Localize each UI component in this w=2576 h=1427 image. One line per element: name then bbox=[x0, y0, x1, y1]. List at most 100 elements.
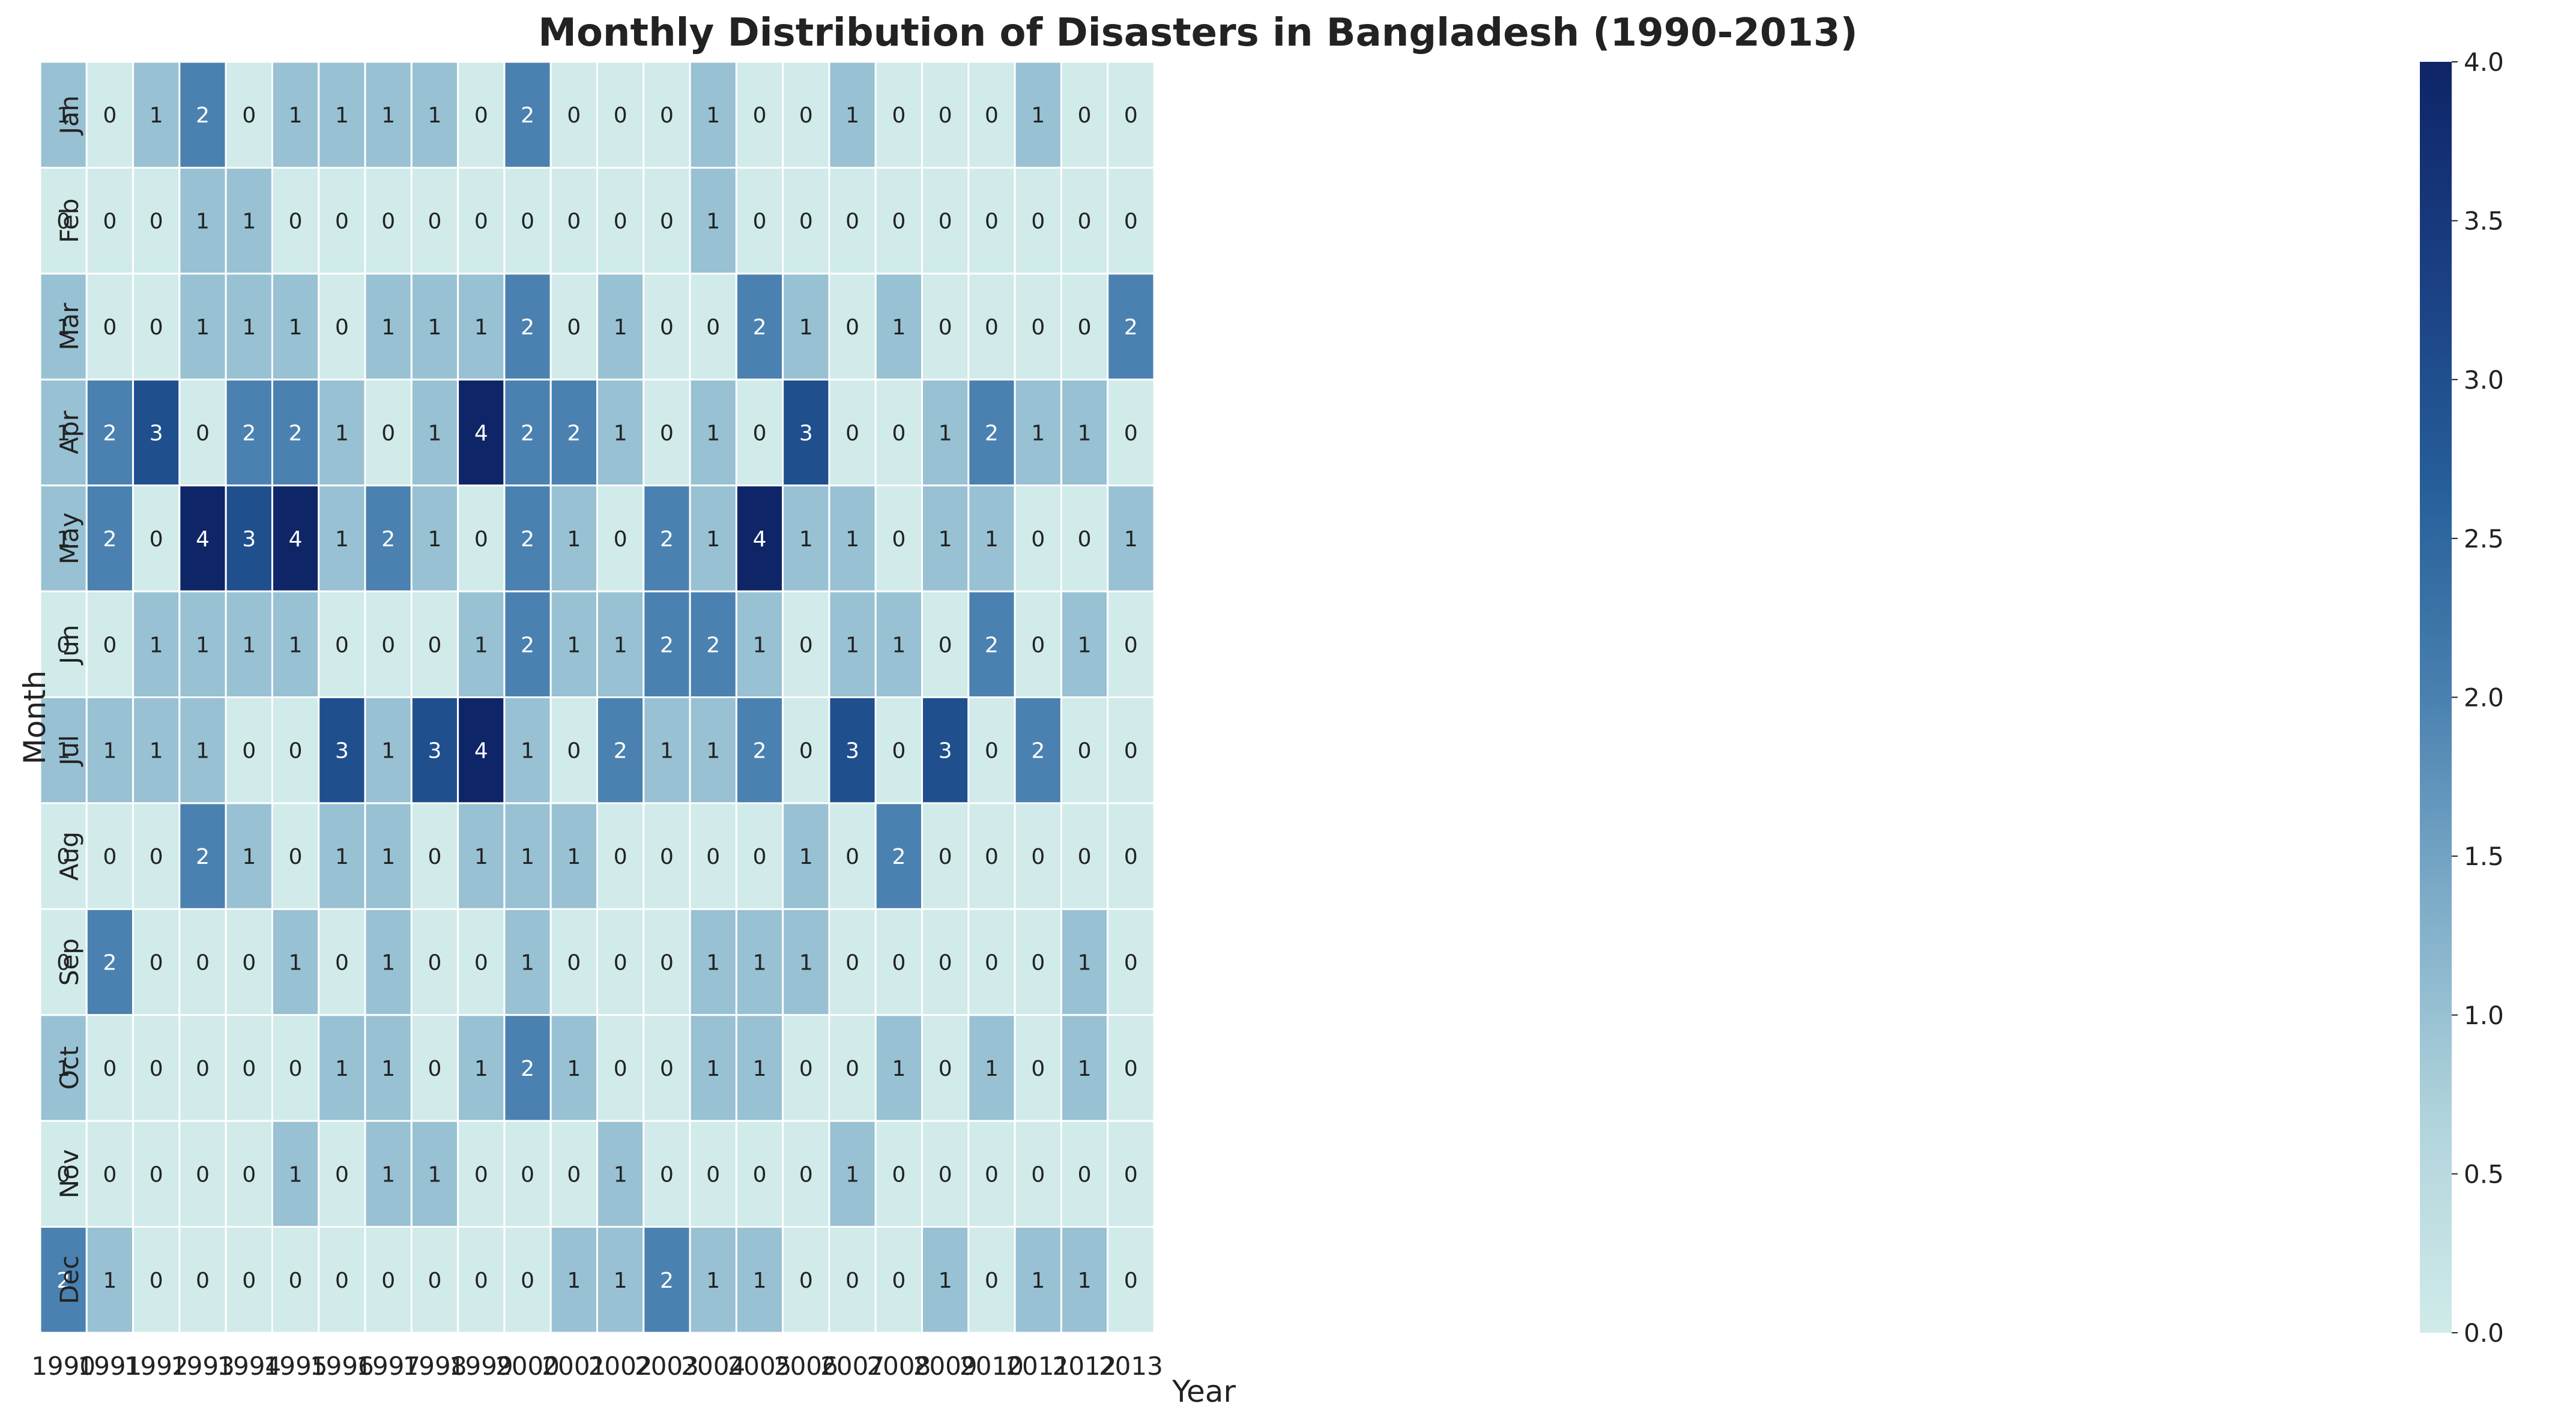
cell-value-label: 1 bbox=[56, 315, 70, 340]
heatmap-cell bbox=[318, 273, 366, 381]
x-tick-label: 2002 bbox=[588, 1351, 653, 1381]
cell-value-label: 0 bbox=[845, 315, 859, 340]
cell-value-label: 2 bbox=[1031, 739, 1045, 764]
heatmap-cell bbox=[85, 696, 135, 804]
colorbar-gradient bbox=[2420, 62, 2452, 1333]
cell-value-label: 0 bbox=[521, 1269, 534, 1293]
y-tick-label: Jun bbox=[55, 624, 84, 666]
heatmap-cell bbox=[457, 696, 506, 804]
cell-value-label: 0 bbox=[939, 1162, 952, 1187]
heatmap-cell bbox=[271, 166, 320, 275]
heatmap-cell bbox=[39, 1014, 88, 1122]
cell-value-label: 0 bbox=[567, 210, 581, 234]
heatmap-cell bbox=[132, 908, 181, 1016]
heatmap-cell bbox=[1060, 378, 1109, 487]
heatmap-cell bbox=[132, 378, 181, 487]
cell-value-label: 0 bbox=[196, 951, 210, 976]
cell-value-label: 0 bbox=[892, 951, 906, 976]
heatmap-cell bbox=[1060, 696, 1109, 804]
y-tick-label: Jul bbox=[55, 735, 84, 767]
heatmap-cell bbox=[642, 802, 691, 910]
heatmap-cell bbox=[1107, 1226, 1155, 1334]
cell-value-label: 0 bbox=[150, 527, 163, 552]
colorbar: 0.0 0.5 1.0 1.5 2.0 2.5 3.0 3.5 4.0 bbox=[2420, 47, 2504, 1348]
cell-value-label: 0 bbox=[892, 421, 906, 445]
cell-value-label: 0 bbox=[150, 210, 163, 234]
cell-value-label: 0 bbox=[56, 210, 70, 234]
heatmap-cell bbox=[132, 590, 181, 698]
heatmap-cell bbox=[689, 908, 737, 1016]
y-tick-label: Nov bbox=[55, 1149, 84, 1198]
cell-value-label: 0 bbox=[614, 210, 627, 234]
cell-value-label: 1 bbox=[381, 739, 395, 764]
cell-value-label: 0 bbox=[567, 315, 581, 340]
heatmap-cell bbox=[735, 273, 784, 381]
cell-value-label: 2 bbox=[660, 527, 674, 552]
heatmap-cell bbox=[410, 484, 459, 593]
cell-value-label: 4 bbox=[196, 527, 210, 552]
cell-value-label: 0 bbox=[103, 210, 116, 234]
cell-value-label: 1 bbox=[985, 1057, 999, 1081]
cell-value-label: 0 bbox=[660, 1162, 674, 1187]
cell-value-label: 0 bbox=[660, 315, 674, 340]
cell-value-label: 0 bbox=[335, 951, 349, 976]
heatmap-cell bbox=[364, 61, 413, 169]
colorbar-tick-label: 0.5 bbox=[2464, 1159, 2504, 1189]
cell-value-label: 0 bbox=[1031, 527, 1045, 552]
cell-value-label: 0 bbox=[335, 210, 349, 234]
cell-value-label: 0 bbox=[1124, 1162, 1138, 1187]
cell-value-label: 1 bbox=[56, 739, 70, 764]
cell-value-label: 0 bbox=[474, 951, 488, 976]
heatmap-cell bbox=[271, 590, 320, 698]
cell-value-label: 1 bbox=[242, 845, 256, 869]
x-axis-ticks: 1990199119921993199419951996199719981999… bbox=[31, 1351, 1163, 1381]
cell-value-label: 0 bbox=[474, 1269, 488, 1293]
cell-value-label: 1 bbox=[289, 633, 303, 657]
cell-value-label: 1 bbox=[614, 633, 627, 657]
heatmap-cell bbox=[457, 61, 506, 169]
cell-value-label: 0 bbox=[845, 421, 859, 445]
heatmap-cell bbox=[828, 61, 877, 169]
cell-value-label: 1 bbox=[335, 845, 349, 869]
cell-value-label: 1 bbox=[892, 633, 906, 657]
cell-value-label: 2 bbox=[892, 845, 906, 869]
cell-value-label: 1 bbox=[428, 421, 442, 445]
heatmap-cell bbox=[874, 378, 924, 487]
heatmap-cell bbox=[457, 908, 506, 1016]
heatmap-cell bbox=[735, 590, 784, 698]
heatmap-cell bbox=[642, 1120, 691, 1228]
heatmap-cell bbox=[642, 273, 691, 381]
cell-value-label: 0 bbox=[939, 210, 952, 234]
cell-value-label: 1 bbox=[1031, 1269, 1045, 1293]
cell-value-label: 0 bbox=[242, 739, 256, 764]
cell-value-label: 1 bbox=[289, 103, 303, 128]
cell-value-label: 0 bbox=[660, 421, 674, 445]
heatmap-cell bbox=[410, 802, 459, 910]
cell-value-label: 1 bbox=[753, 951, 767, 976]
cell-value-label: 0 bbox=[753, 210, 767, 234]
cell-value-label: 1 bbox=[753, 1269, 767, 1293]
cell-value-label: 1 bbox=[845, 1162, 859, 1187]
cell-value-label: 1 bbox=[892, 315, 906, 340]
cell-value-label: 0 bbox=[103, 1057, 116, 1081]
heatmap-cell bbox=[225, 1120, 273, 1228]
cell-value-label: 1 bbox=[706, 103, 720, 128]
cell-value-label: 1 bbox=[567, 845, 581, 869]
cell-value-label: 1 bbox=[892, 1057, 906, 1081]
heatmap-cell bbox=[1107, 908, 1155, 1016]
cell-value-label: 1 bbox=[428, 103, 442, 128]
cell-value-label: 0 bbox=[985, 951, 999, 976]
x-tick-label: 2006 bbox=[774, 1351, 838, 1381]
cell-value-label: 0 bbox=[1078, 527, 1092, 552]
cell-value-label: 0 bbox=[1031, 633, 1045, 657]
cell-value-label: 0 bbox=[150, 315, 163, 340]
heatmap-cell bbox=[39, 696, 88, 804]
cell-value-label: 0 bbox=[939, 103, 952, 128]
heatmap-cell bbox=[596, 696, 645, 804]
cell-value-label: 0 bbox=[660, 210, 674, 234]
chart-title: Monthly Distribution of Disasters in Ban… bbox=[538, 11, 1857, 55]
cell-value-label: 1 bbox=[474, 1057, 488, 1081]
cell-value-label: 1 bbox=[381, 951, 395, 976]
cell-value-label: 0 bbox=[614, 951, 627, 976]
